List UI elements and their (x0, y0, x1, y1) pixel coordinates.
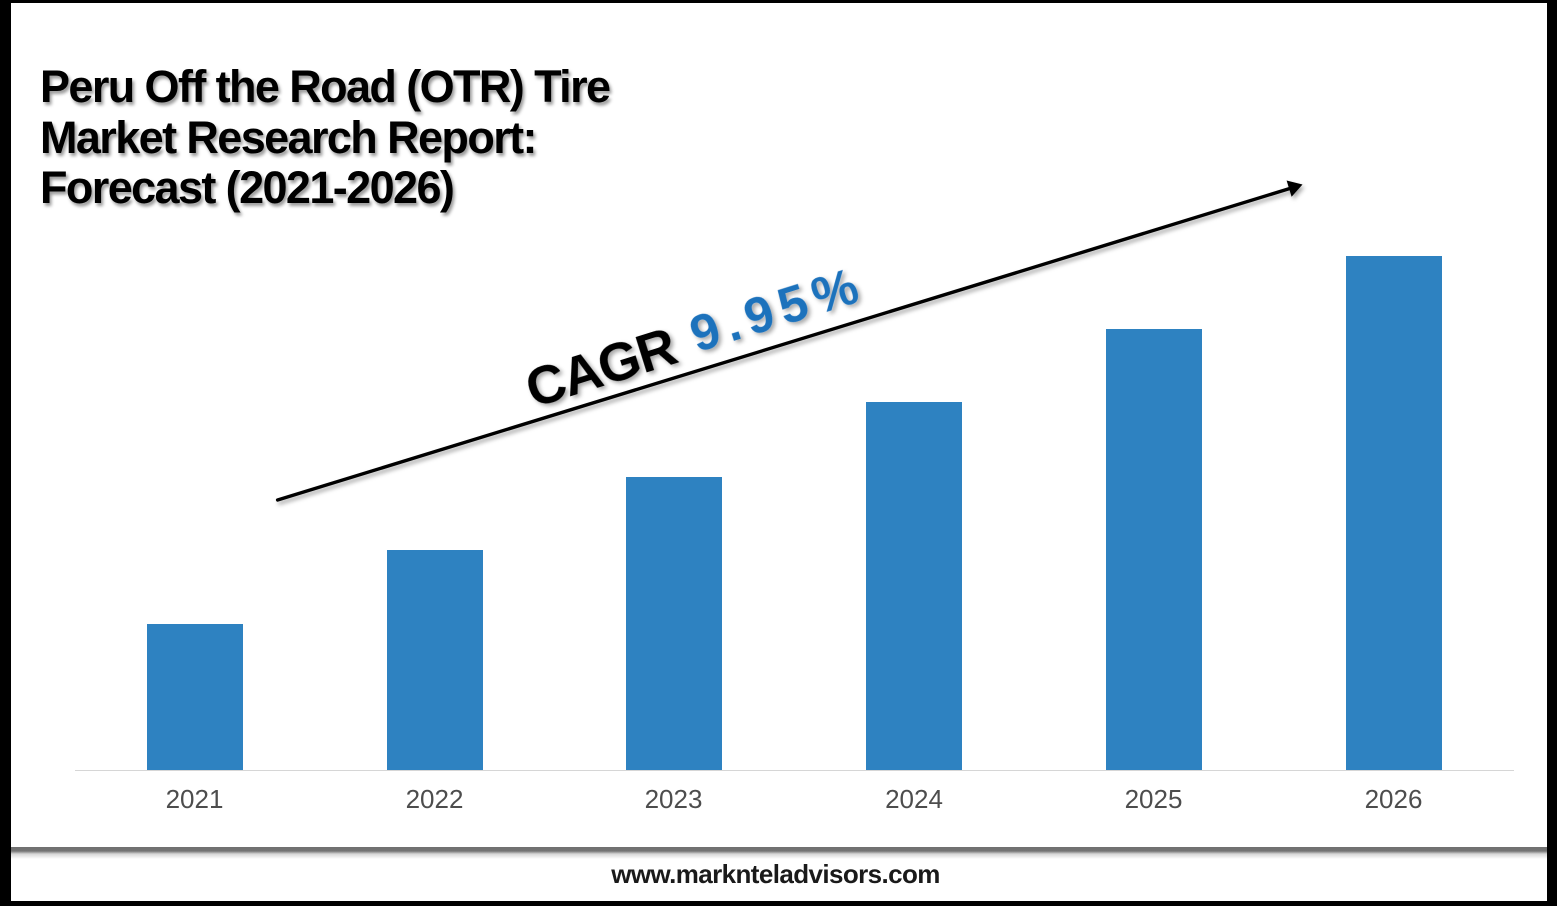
svg-text:CAGR: CAGR (519, 316, 683, 419)
